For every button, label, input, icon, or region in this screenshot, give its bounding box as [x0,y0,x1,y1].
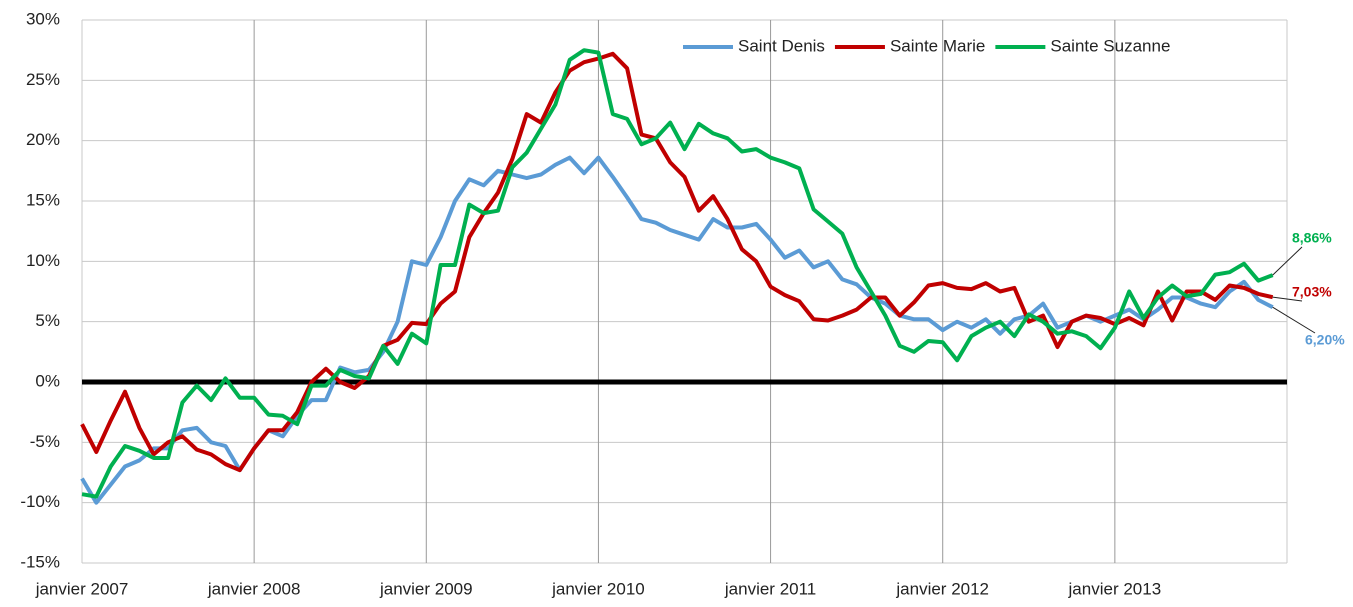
y-tick-label: -5% [30,432,60,451]
y-tick-label: 25% [26,70,60,89]
x-tick-label: janvier 2009 [379,579,473,598]
y-tick-label: 10% [26,251,60,270]
x-tick-label: janvier 2007 [35,579,129,598]
series-line [80,51,1274,473]
legend-label: Sainte Marie [890,36,985,55]
series-line [81,48,1274,499]
x-tick-label: janvier 2012 [895,579,989,598]
legend-label: Sainte Suzanne [1050,36,1170,55]
x-tick-label: janvier 2010 [551,579,645,598]
leader-line [1272,246,1303,276]
y-tick-label: -10% [20,492,60,511]
x-tick-label: janvier 2013 [1068,579,1162,598]
x-tick-label: janvier 2008 [207,579,301,598]
data-label: 7,03% [1292,284,1332,300]
y-tick-label: -15% [20,552,60,571]
y-tick-label: 15% [26,190,60,209]
legend-label: Saint Denis [738,36,825,55]
y-tick-label: 20% [26,130,60,149]
leader-line [1272,306,1316,334]
leader-line [1272,296,1303,302]
y-tick-label: 0% [35,371,60,390]
x-tick-label: janvier 2011 [724,579,816,598]
series-line [80,155,1274,505]
y-tick-label: 30% [26,9,60,28]
data-label: 8,86% [1292,230,1332,246]
data-label: 6,20% [1305,332,1345,348]
y-tick-label: 5% [35,311,60,330]
